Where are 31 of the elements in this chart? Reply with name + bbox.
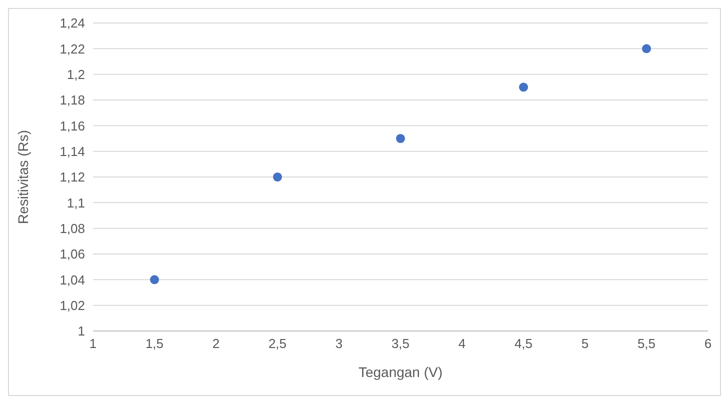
x-tick-label: 3,5 <box>391 336 410 352</box>
y-tick-label: 1,08 <box>60 220 85 236</box>
y-tick-label: 1,02 <box>60 298 85 313</box>
y-tick-label: 1,2 <box>66 66 85 82</box>
x-axis-title: Tegangan (V) <box>358 364 443 380</box>
y-tick-label: 1,12 <box>60 170 85 185</box>
y-tick-label: 1,22 <box>60 41 85 56</box>
point <box>150 275 160 284</box>
y-tick-label: 1 <box>78 324 85 339</box>
x-tick-label: 1 <box>89 336 97 352</box>
x-tick-label: 5,5 <box>637 336 656 352</box>
y-tick-label: 1,24 <box>60 16 85 31</box>
y-tick-label: 1,18 <box>60 92 85 108</box>
x-tick-label: 1,5 <box>145 336 164 352</box>
y-tick-label: 1,1 <box>66 195 85 210</box>
y-tick-label: 1,06 <box>60 246 85 262</box>
point <box>272 172 282 182</box>
x-tick-label: 6 <box>704 336 712 352</box>
y-tick-label: 1,14 <box>60 144 85 159</box>
x-tick-label: 2,5 <box>268 336 287 352</box>
x-tick-label: 5 <box>581 336 589 352</box>
y-tick-label: 1,16 <box>60 118 85 134</box>
y-axis-title: Resitivitas (Rs) <box>14 130 31 224</box>
x-tick-label: 4,5 <box>514 336 533 352</box>
x-tick-label: 2 <box>212 336 220 352</box>
point <box>518 82 528 92</box>
point <box>642 44 652 54</box>
point <box>396 134 406 144</box>
y-tick-label: 1,04 <box>60 272 85 288</box>
x-tick-label: 4 <box>458 336 466 352</box>
x-tick-label: 3 <box>335 336 343 352</box>
